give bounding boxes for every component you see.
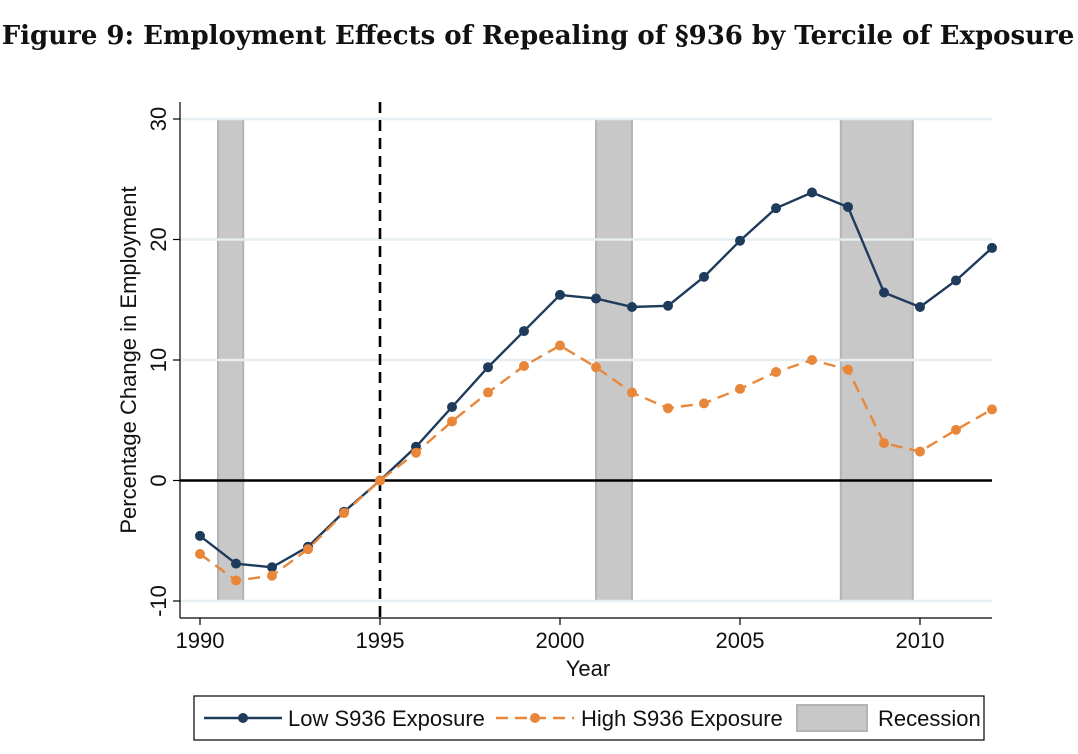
- data-point-1-9: [519, 361, 529, 372]
- data-point-0-15: [735, 235, 745, 246]
- data-point-0-10: [555, 289, 565, 300]
- data-point-1-5: [375, 475, 385, 486]
- data-point-0-13: [663, 300, 673, 311]
- data-point-1-21: [951, 424, 961, 435]
- series-line-1: [199, 344, 993, 582]
- data-point-0-2: [267, 562, 277, 573]
- data-point-1-22: [987, 404, 997, 415]
- data-point-0-9: [519, 326, 529, 337]
- data-point-0-22: [987, 242, 997, 253]
- data-point-0-19: [879, 287, 889, 298]
- data-point-0-18: [843, 201, 853, 212]
- y-tick-label-0: -10: [146, 585, 171, 617]
- data-point-1-18: [843, 364, 853, 375]
- legend-label-recession: Recession: [878, 706, 981, 731]
- data-point-0-1: [231, 558, 241, 569]
- legend-swatch-recession: [796, 704, 868, 732]
- data-point-0-12: [627, 301, 637, 312]
- x-tick-label-3: 2005: [716, 628, 765, 653]
- y-tick-label-1: 0: [146, 474, 171, 486]
- data-point-1-7: [447, 416, 457, 427]
- data-point-1-12: [627, 387, 637, 398]
- series-1: [195, 340, 997, 586]
- x-tick-label-1: 1995: [356, 628, 405, 653]
- data-point-0-11: [591, 293, 601, 304]
- data-point-0-16: [771, 203, 781, 214]
- data-point-1-14: [699, 398, 709, 409]
- y-tick-label-2: 10: [146, 348, 171, 372]
- data-point-1-15: [735, 383, 745, 394]
- data-point-1-10: [555, 340, 565, 351]
- legend-label-low: Low S936 Exposure: [288, 706, 485, 731]
- data-point-0-8: [483, 362, 493, 373]
- x-axis-label: Year: [566, 656, 610, 681]
- chart-title: Figure 9: Employment Effects of Repealin…: [2, 21, 1075, 51]
- legend: Low S936 Exposure High S936 Exposure Rec…: [193, 695, 985, 741]
- data-point-1-11: [591, 362, 601, 373]
- axes: -10 0 10 20 30 1990 1995 2000 2005 2010: [146, 102, 992, 653]
- data-point-1-1: [231, 575, 241, 586]
- y-tick-label-4: 30: [146, 107, 171, 131]
- data-point-0-20: [915, 301, 925, 312]
- legend-marker-low: [238, 713, 248, 723]
- legend-label-high: High S936 Exposure: [581, 706, 783, 731]
- data-point-0-21: [951, 275, 961, 286]
- y-tick-label-3: 20: [146, 227, 171, 251]
- data-point-0-7: [447, 401, 457, 412]
- data-point-1-13: [663, 403, 673, 414]
- legend-marker-high: [530, 713, 540, 723]
- data-point-1-2: [267, 570, 277, 581]
- data-point-1-0: [195, 549, 205, 560]
- data-point-0-14: [699, 271, 709, 282]
- y-axis-label: Percentage Change in Employment: [116, 186, 141, 533]
- data-point-1-17: [807, 355, 817, 365]
- data-point-1-6: [411, 447, 421, 458]
- data-point-0-0: [195, 530, 205, 541]
- data-point-1-16: [771, 367, 781, 378]
- x-tick-label-0: 1990: [176, 628, 225, 653]
- data-point-1-3: [303, 544, 313, 555]
- series: [195, 187, 997, 586]
- data-point-1-20: [915, 446, 925, 457]
- data-point-1-19: [879, 438, 889, 449]
- data-point-0-17: [807, 187, 817, 198]
- x-tick-label-2: 2000: [536, 628, 585, 653]
- reference-lines: [180, 102, 992, 618]
- data-point-1-8: [483, 387, 493, 398]
- data-point-1-4: [339, 508, 349, 519]
- x-tick-label-4: 2010: [896, 628, 945, 653]
